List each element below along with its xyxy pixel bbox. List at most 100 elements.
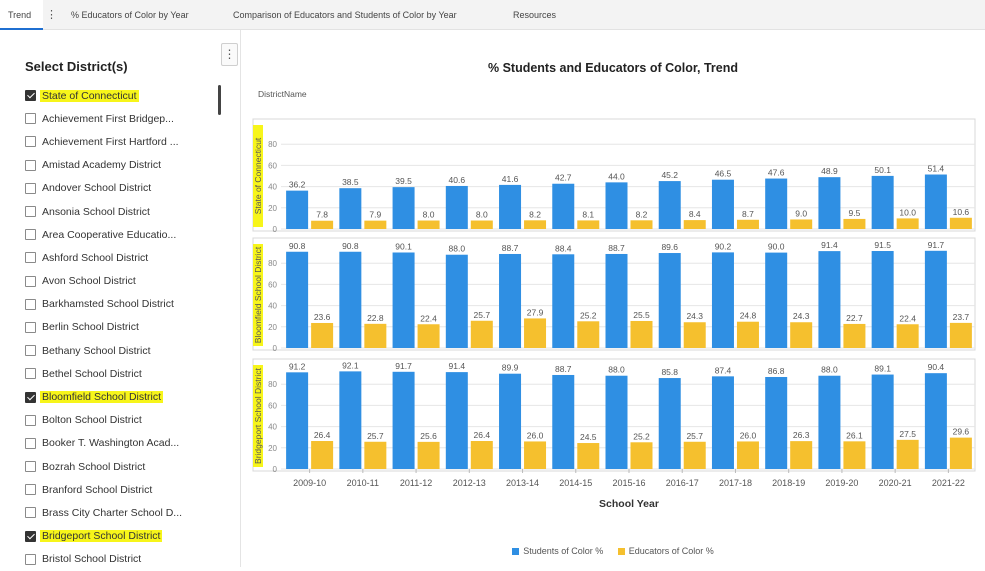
bar-educators — [843, 218, 866, 229]
district-item[interactable]: Barkhamsted School District — [25, 293, 220, 316]
district-item[interactable]: Area Cooperative Educatio... — [25, 223, 220, 246]
data-label-educators: 25.2 — [580, 310, 597, 320]
district-item[interactable]: Avon School District — [25, 270, 220, 293]
data-label-students: 42.7 — [555, 173, 572, 183]
scrollbar[interactable] — [218, 85, 221, 115]
district-item[interactable]: Bridgeport School District — [25, 525, 220, 548]
district-item[interactable]: Bethel School District — [25, 362, 220, 385]
bar-students — [499, 373, 522, 469]
district-item[interactable]: Achievement First Hartford ... — [25, 130, 220, 153]
bar-students — [286, 190, 309, 229]
x-tick-label: 2010-11 — [347, 478, 379, 488]
district-checkbox[interactable] — [25, 507, 36, 519]
data-label-students: 41.6 — [502, 174, 519, 184]
bar-educators — [311, 322, 334, 348]
district-item[interactable]: Andover School District — [25, 177, 220, 200]
bar-students — [765, 178, 788, 229]
district-item[interactable]: Branford School District — [25, 478, 220, 501]
district-checkbox[interactable] — [25, 368, 36, 380]
district-checkbox[interactable] — [25, 298, 36, 310]
bar-students — [924, 373, 947, 469]
data-label-students: 90.0 — [768, 242, 785, 252]
district-item[interactable]: Amistad Academy District — [25, 154, 220, 177]
district-checkbox[interactable] — [25, 275, 36, 287]
tab-educators-of-color-by-year[interactable]: % Educators of Color by Year — [71, 10, 189, 20]
data-label-educators: 29.6 — [953, 427, 970, 437]
district-checkbox[interactable] — [25, 113, 36, 125]
x-tick-label: 2021-22 — [932, 478, 965, 488]
data-label-students: 90.2 — [715, 241, 732, 251]
data-label-students: 39.5 — [395, 176, 412, 186]
district-checkbox[interactable] — [25, 414, 36, 426]
district-item[interactable]: Bristol School District — [25, 548, 220, 571]
chart-legend: Students of Color % Educators of Color % — [241, 546, 985, 557]
district-checkbox[interactable] — [25, 391, 36, 403]
district-item[interactable]: Brass City Charter School D... — [25, 501, 220, 524]
district-label: Bloomfield School District — [40, 391, 164, 404]
vertical-dots-icon[interactable]: ⋮ — [46, 9, 57, 21]
district-item[interactable]: Ashford School District — [25, 246, 220, 269]
data-label-educators: 9.5 — [849, 208, 861, 218]
district-list: State of Connecticut Achievement First Br… — [25, 84, 220, 571]
panel-title: Select District(s) — [25, 59, 128, 74]
legend-item-students[interactable]: Students of Color % — [512, 546, 603, 556]
district-checkbox[interactable] — [25, 229, 36, 241]
district-label: Ansonia School District — [42, 205, 150, 218]
bar-educators — [736, 321, 759, 348]
bar-educators — [311, 220, 334, 229]
data-label-educators: 8.1 — [582, 209, 594, 219]
data-label-educators: 24.5 — [580, 432, 597, 442]
district-item[interactable]: Berlin School District — [25, 316, 220, 339]
district-label: Booker T. Washington Acad... — [42, 437, 180, 450]
district-item[interactable]: Achievement First Bridgep... — [25, 107, 220, 130]
data-label-educators: 26.1 — [846, 430, 863, 440]
district-item[interactable]: State of Connecticut — [25, 84, 220, 107]
bar-educators — [577, 220, 600, 229]
district-checkbox[interactable] — [25, 484, 36, 496]
data-label-educators: 26.0 — [740, 430, 757, 440]
chart-area: % Students and Educators of Color, Trend… — [241, 30, 985, 567]
tab-trend[interactable]: Trend — [0, 0, 43, 30]
x-tick-label: 2011-12 — [400, 478, 432, 488]
bar-educators — [524, 318, 547, 348]
district-item[interactable]: Bozrah School District — [25, 455, 220, 478]
legend-label-educators: Educators of Color % — [628, 546, 714, 556]
bar-students — [445, 372, 468, 469]
district-item[interactable]: Bloomfield School District — [25, 385, 220, 408]
district-checkbox[interactable] — [25, 321, 36, 333]
bar-students — [871, 251, 894, 348]
bar-educators — [364, 323, 387, 348]
tab-comparison[interactable]: Comparison of Educators and Students of … — [233, 10, 457, 20]
district-checkbox[interactable] — [25, 345, 36, 357]
district-selector-panel: Select District(s) ⋮ State of Connecticu… — [0, 30, 241, 567]
bar-students — [286, 372, 309, 469]
district-checkbox[interactable] — [25, 206, 36, 218]
district-checkbox[interactable] — [25, 252, 36, 264]
y-tick-label: 80 — [268, 259, 277, 268]
y-tick-label: 20 — [268, 444, 277, 453]
data-label-educators: 27.5 — [899, 429, 916, 439]
vertical-dots-icon[interactable]: ⋮ — [221, 43, 238, 66]
district-checkbox[interactable] — [25, 159, 36, 171]
data-label-students: 91.2 — [289, 361, 306, 371]
district-checkbox[interactable] — [25, 136, 36, 148]
district-item[interactable]: Bolton School District — [25, 409, 220, 432]
data-label-students: 91.7 — [928, 240, 945, 250]
district-checkbox[interactable] — [25, 90, 36, 102]
tab-resources[interactable]: Resources — [513, 10, 557, 20]
district-item[interactable]: Bethany School District — [25, 339, 220, 362]
legend-item-educators[interactable]: Educators of Color % — [617, 546, 714, 556]
y-tick-label: 20 — [268, 204, 277, 213]
y-tick-label: 40 — [268, 423, 277, 432]
district-item[interactable]: Booker T. Washington Acad... — [25, 432, 220, 455]
district-checkbox[interactable] — [25, 182, 36, 194]
district-checkbox[interactable] — [25, 530, 36, 542]
bar-educators — [364, 220, 387, 229]
bar-educators — [577, 321, 600, 348]
district-item[interactable]: Ansonia School District — [25, 200, 220, 223]
district-label: Berlin School District — [42, 321, 139, 334]
district-label: Brass City Charter School D... — [42, 506, 183, 519]
district-checkbox[interactable] — [25, 461, 36, 473]
district-checkbox[interactable] — [25, 437, 36, 449]
district-checkbox[interactable] — [25, 553, 36, 565]
